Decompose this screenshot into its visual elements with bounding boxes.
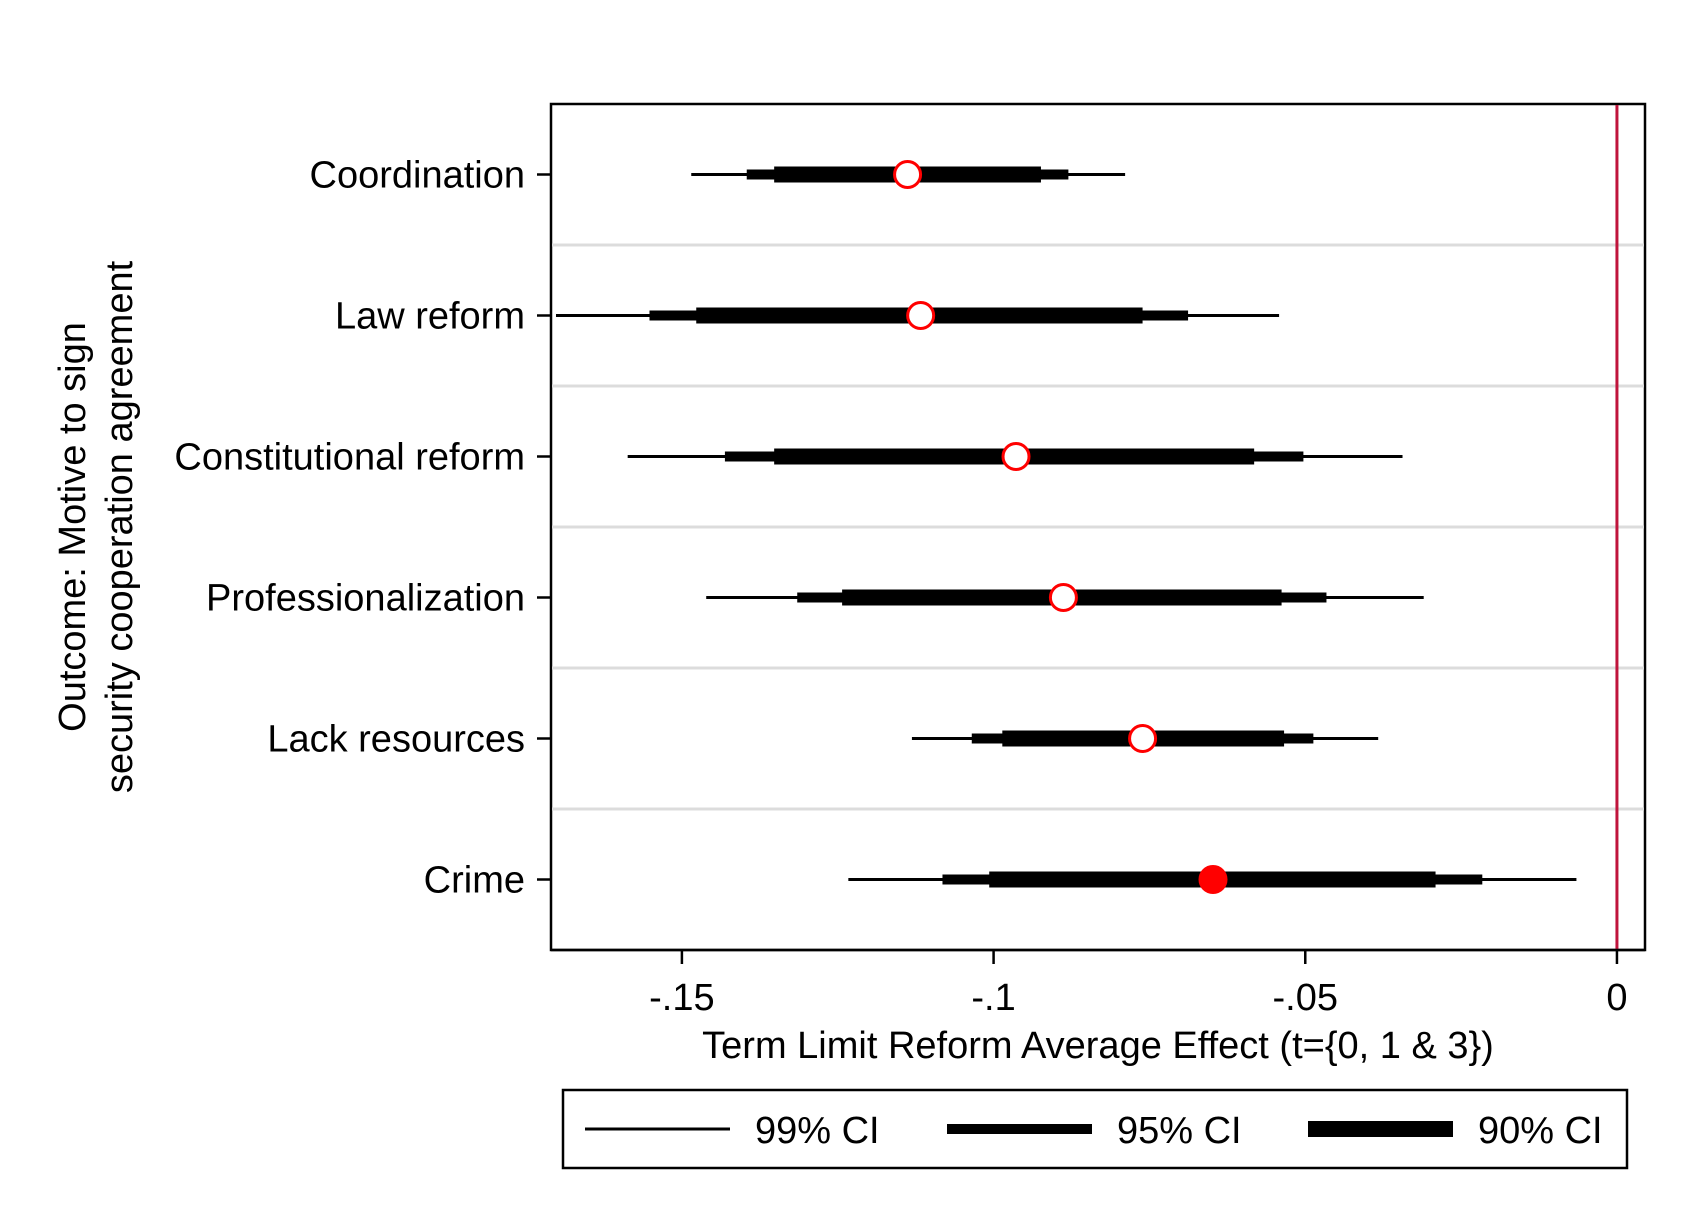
x-tick-label: 0 — [1606, 977, 1627, 1019]
y-tick-label: Professionalization — [206, 578, 525, 620]
y-axis-title: Outcome: Motive to sign security coopera… — [52, 260, 141, 793]
y-tick-label: Crime — [424, 860, 525, 902]
y-tick-label: Constitutional reform — [174, 437, 525, 479]
x-tick-label: -.05 — [1273, 977, 1338, 1019]
point-estimate-marker — [1198, 865, 1228, 894]
x-axis-title: Term Limit Reform Average Effect (t={0, … — [702, 1025, 1494, 1067]
legend-label: 90% CI — [1478, 1110, 1603, 1152]
estimate-professionalization — [706, 583, 1424, 612]
x-axis: -.15 -.1 -.05 0 — [551, 948, 1645, 1019]
estimate-rows — [555, 160, 1577, 894]
y-axis-title-line-2: security cooperation agreement — [99, 260, 141, 793]
legend: 99% CI 95% CI 90% CI — [561, 1088, 1629, 1170]
point-estimate-marker — [893, 160, 923, 189]
point-estimate-marker — [906, 301, 936, 330]
x-tick-label: -.1 — [971, 977, 1015, 1019]
plot-area — [549, 102, 1647, 952]
estimate-law-reform — [555, 301, 1280, 330]
legend-item-90-ci: 90% CI — [1308, 1110, 1603, 1152]
y-axis: Coordination Law reform Constitutional ref… — [174, 155, 551, 902]
estimate-coordination — [691, 160, 1126, 189]
y-tick-label: Coordination — [310, 155, 525, 197]
point-estimate-marker — [1048, 583, 1078, 612]
point-estimate-marker — [1128, 724, 1158, 753]
row-separators — [552, 243, 1644, 811]
y-axis-title-line-1: Outcome: Motive to sign — [52, 322, 94, 732]
legend-item-95-ci: 95% CI — [947, 1110, 1242, 1152]
point-estimate-marker — [1001, 442, 1031, 471]
legend-label: 99% CI — [755, 1110, 880, 1152]
estimate-crime — [848, 865, 1577, 894]
x-tick-label: -.15 — [649, 977, 714, 1019]
legend-item-99-ci: 99% CI — [585, 1110, 880, 1152]
y-tick-label: Law reform — [335, 296, 525, 338]
estimate-constitutional-reform — [627, 442, 1403, 471]
legend-label: 95% CI — [1117, 1110, 1242, 1152]
estimate-lack-resources — [911, 724, 1379, 753]
y-tick-label: Lack resources — [267, 719, 525, 761]
